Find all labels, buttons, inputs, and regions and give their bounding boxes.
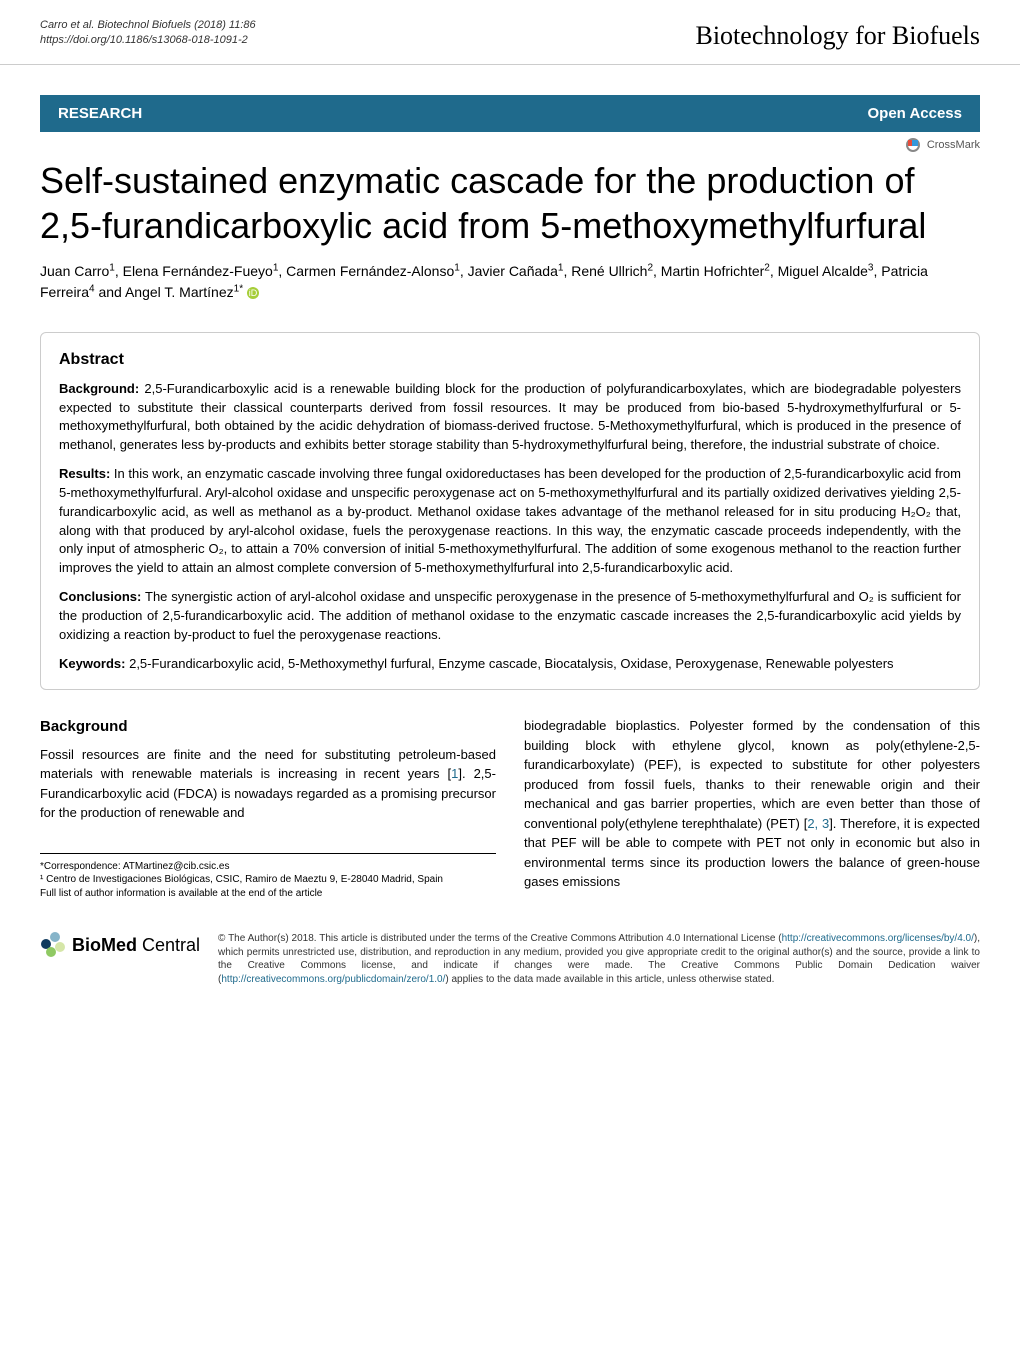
page-footer: BioMed Central © The Author(s) 2018. Thi…: [0, 920, 1020, 1010]
right-column-text: biodegradable bioplastics. Polyester for…: [524, 716, 980, 892]
article-type: RESEARCH: [58, 103, 142, 124]
abstract-results-label: Results:: [59, 466, 110, 481]
keywords-text: 2,5-Furandicarboxylic acid, 5-Methoxymet…: [129, 656, 893, 671]
bmc-icon: [40, 932, 66, 958]
authors-text: Juan Carro1, Elena Fernández-Fueyo1, Car…: [40, 263, 928, 299]
crossmark-badge[interactable]: CrossMark: [0, 132, 1020, 153]
article-title: Self-sustained enzymatic cascade for the…: [0, 154, 1020, 262]
abstract-conclusions-label: Conclusions:: [59, 589, 141, 604]
citation-block: Carro et al. Biotechnol Biofuels (2018) …: [40, 18, 256, 49]
footnote-block: *Correspondence: ATMartinez@cib.csic.es …: [40, 853, 496, 901]
orcid-icon[interactable]: iD: [247, 287, 259, 299]
keywords-label: Keywords:: [59, 656, 125, 671]
abstract-box: Abstract Background: 2,5-Furandicarboxyl…: [40, 332, 980, 690]
abstract-heading: Abstract: [59, 349, 961, 371]
abstract-keywords: Keywords: 2,5-Furandicarboxylic acid, 5-…: [59, 655, 961, 674]
abstract-results: Results: In this work, an enzymatic casc…: [59, 465, 961, 578]
citation-line: Carro et al. Biotechnol Biofuels (2018) …: [40, 18, 256, 33]
body-columns: Background Fossil resources are finite a…: [0, 716, 1020, 920]
authors-line: Juan Carro1, Elena Fernández-Fueyo1, Car…: [0, 262, 1020, 333]
doi-line: https://doi.org/10.1186/s13068-018-1091-…: [40, 33, 256, 48]
crossmark-label: CrossMark: [927, 139, 980, 151]
bmc-logo-text: BioMed Central: [72, 933, 200, 958]
correspondence-line: *Correspondence: ATMartinez@cib.csic.es: [40, 860, 496, 874]
full-list-line: Full list of author information is avail…: [40, 887, 496, 901]
left-column-text: Fossil resources are finite and the need…: [40, 745, 496, 823]
journal-name: Biotechnology for Biofuels: [695, 18, 980, 54]
license-text: © The Author(s) 2018. This article is di…: [218, 932, 980, 986]
left-column: Background Fossil resources are finite a…: [40, 716, 496, 900]
abstract-conclusions: Conclusions: The synergistic action of a…: [59, 588, 961, 645]
abstract-background: Background: 2,5-Furandicarboxylic acid i…: [59, 380, 961, 455]
page-header: Carro et al. Biotechnol Biofuels (2018) …: [0, 0, 1020, 65]
biomed-central-logo[interactable]: BioMed Central: [40, 932, 200, 958]
crossmark-icon: [906, 138, 920, 152]
right-column: biodegradable bioplastics. Polyester for…: [524, 716, 980, 900]
abstract-background-text: 2,5-Furandicarboxylic acid is a renewabl…: [59, 381, 961, 453]
abstract-conclusions-text: The synergistic action of aryl-alcohol o…: [59, 589, 961, 642]
open-access-label: Open Access: [868, 103, 963, 124]
abstract-background-label: Background:: [59, 381, 139, 396]
research-bar: RESEARCH Open Access: [40, 95, 980, 132]
background-heading: Background: [40, 716, 496, 739]
abstract-results-text: In this work, an enzymatic cascade invol…: [59, 466, 961, 575]
affiliation-line: ¹ Centro de Investigaciones Biológicas, …: [40, 873, 496, 887]
